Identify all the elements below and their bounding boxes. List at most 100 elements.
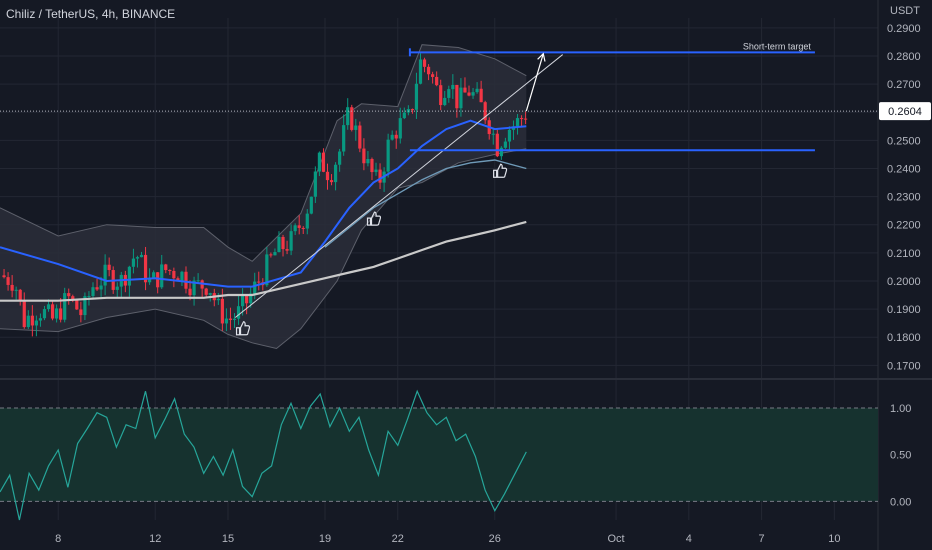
candle-body — [467, 92, 471, 96]
candle-body — [232, 318, 237, 320]
candle-body — [499, 147, 503, 157]
price-tick-label: 0.1900 — [887, 304, 921, 316]
candle-body — [390, 134, 394, 140]
candle-body — [329, 180, 334, 183]
projection-arrow — [525, 53, 544, 112]
candle-body — [273, 252, 277, 256]
candle-body — [414, 83, 419, 110]
date-tick-label: 22 — [392, 533, 404, 545]
candle-body — [358, 125, 362, 149]
candle-body — [495, 133, 499, 157]
price-tick-label: 0.2700 — [887, 79, 921, 91]
candle-body — [309, 196, 313, 214]
price-tick-label: 0.2200 — [887, 220, 921, 232]
candle-body — [410, 109, 415, 111]
candle-body — [378, 169, 382, 183]
moving-averages — [0, 119, 527, 302]
candle-body — [55, 308, 59, 319]
candle-body — [269, 254, 273, 256]
price-tick-label: 0.2900 — [887, 23, 921, 35]
candle-body — [180, 271, 184, 282]
candle-body — [394, 134, 398, 139]
thumbs-up-icon — [366, 211, 382, 226]
candle-body — [79, 309, 83, 316]
price-tick-label: 0.2000 — [887, 276, 921, 288]
candle-body — [115, 286, 119, 290]
date-tick-label: Oct — [607, 533, 624, 545]
candle-body — [208, 293, 212, 295]
candle-body — [156, 272, 160, 288]
price-tick-label: 0.1800 — [887, 332, 921, 344]
candle-body — [435, 76, 439, 86]
price-tick-label: 0.2500 — [887, 135, 921, 147]
candle-body — [236, 306, 241, 319]
candle-body — [479, 88, 483, 103]
date-tick-label: 7 — [759, 533, 765, 545]
candle-body — [67, 293, 71, 297]
candle-body — [196, 280, 200, 282]
oscillator-tick-label: 0.50 — [890, 450, 911, 462]
candle-body — [107, 264, 111, 271]
candle-body — [447, 89, 451, 98]
candle-body — [75, 299, 79, 310]
thumbs-up-icon — [235, 321, 251, 336]
candle-body — [503, 141, 507, 148]
candle-body — [168, 270, 172, 272]
candles — [2, 53, 528, 337]
candle-body — [50, 304, 55, 319]
candle-body — [30, 315, 34, 326]
candle-body — [422, 59, 427, 67]
candle-body — [6, 277, 10, 285]
candle-body — [451, 84, 455, 90]
candle-body — [46, 304, 51, 310]
candle-body — [285, 249, 289, 251]
thumbs-up-icon — [493, 163, 508, 178]
candle-body — [18, 289, 22, 300]
candle-body — [321, 152, 326, 172]
candle-body — [297, 225, 301, 228]
drawings: Short-term target — [0, 41, 878, 336]
candle-body — [366, 158, 370, 164]
thumbs-up-cuff — [493, 169, 498, 178]
date-tick-label: 19 — [319, 533, 331, 545]
candle-body — [459, 87, 463, 109]
ema-fast-line — [0, 119, 527, 288]
candle-body — [471, 92, 475, 96]
date-tick-label: 15 — [222, 533, 234, 545]
thumbs-up-hand — [239, 321, 251, 336]
candle-body — [26, 315, 30, 328]
candle-body — [277, 236, 281, 253]
candle-body — [87, 296, 91, 298]
symbol-title: Chiliz / TetherUS, 4h, BINANCE — [6, 7, 176, 21]
candle-body — [10, 284, 14, 291]
candle-body — [83, 296, 87, 316]
candle-body — [164, 264, 168, 271]
candle-body — [265, 254, 269, 286]
oscillator-tick-label: 0.00 — [890, 496, 911, 508]
candle-body — [386, 139, 390, 172]
candle-body — [216, 298, 220, 301]
axes: 0.29000.28000.27000.26000.25000.24000.23… — [55, 23, 931, 545]
last-price-badge — [879, 102, 931, 121]
oscillator-tick-label: 1.00 — [890, 403, 911, 415]
candle-body — [350, 107, 354, 130]
candle-body — [71, 296, 75, 300]
candle-body — [240, 295, 245, 307]
candle-body — [99, 285, 103, 290]
bollinger-band — [0, 44, 527, 350]
date-tick-label: 8 — [55, 533, 61, 545]
candle-body — [491, 133, 495, 135]
candle-body — [91, 287, 95, 297]
thumbs-up-hand — [370, 211, 382, 226]
candle-body — [95, 287, 99, 290]
candle-body — [103, 264, 107, 286]
candle-body — [305, 213, 309, 229]
candle-body — [289, 231, 293, 251]
candle-body — [398, 118, 402, 139]
candle-body — [220, 298, 224, 324]
candle-body — [281, 236, 285, 250]
candle-body — [14, 289, 18, 291]
candle-body — [139, 254, 144, 258]
